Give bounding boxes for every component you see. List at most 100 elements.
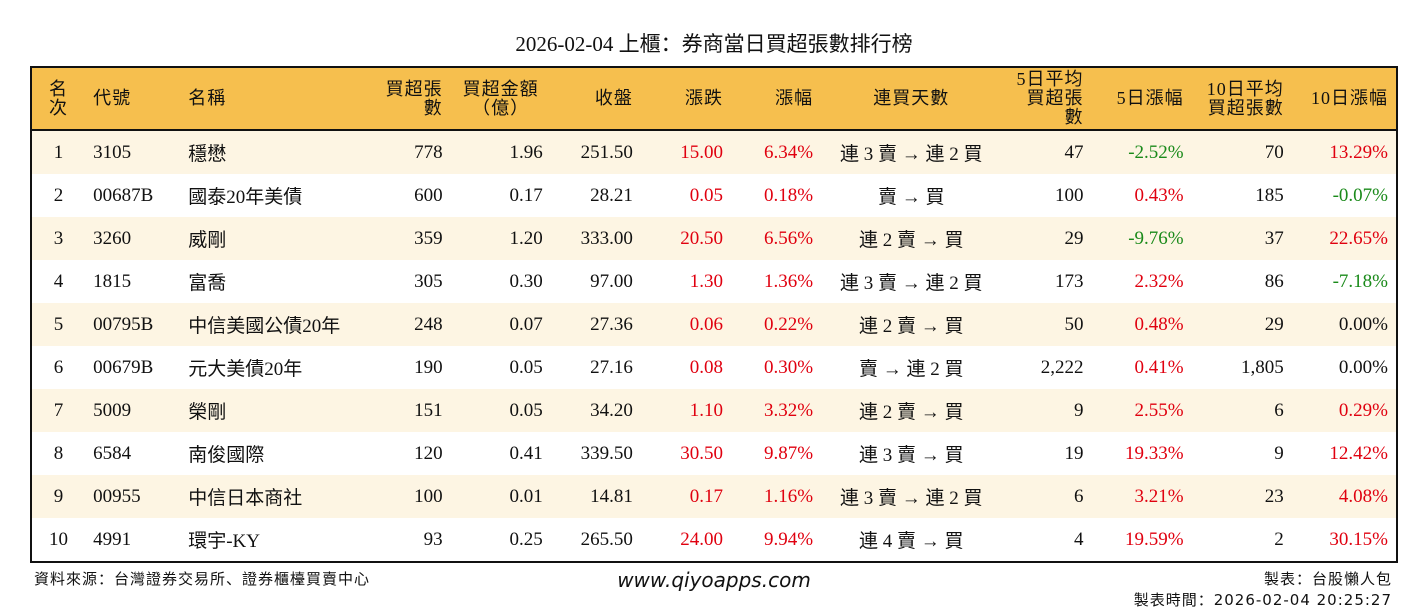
cell-net-buy-amount: 0.01 [450,475,551,518]
cell-change: 0.06 [640,303,731,346]
cell-pct10: 22.65% [1291,217,1397,260]
header-net-buy-lots: 買超張數 [360,67,451,131]
cell-name: 穩懋 [180,130,361,174]
cell-streak: 賣 → 買 [877,187,945,208]
cell-rank: 5 [31,303,86,346]
cell-pct5: 0.43% [1134,184,1184,206]
header-avg5-lots: 5日平均 買超張數 [1001,67,1092,131]
cell-streak: 連 3 賣 → 連 2 買 [839,273,983,294]
cell-rank: 1 [31,130,86,174]
cell-streak: 連 4 賣 → 買 [858,531,964,552]
cell-close: 27.16 [590,356,633,378]
cell-change-pct: 1.16% [730,475,822,518]
ranking-table: 名次 代號 名稱 買超張數 買超金額 （億） 收盤 漲跌 漲幅 連買天數 5日平均 買超張數 5日漲… [30,66,1398,563]
cell-avg10-lots: 9 [1274,442,1284,464]
cell-change: 1.10 [640,389,731,432]
table-row[interactable]: 9 00955 中信日本商社 100 0.01 14.81 0.17 1.16% 連 3 賣 →… [31,475,1397,518]
cell-avg10-lots: 1,805 [1241,356,1284,378]
cell-code: 00679B [93,356,154,378]
cell-streak: 連 2 賣 → 買 [821,389,1002,432]
cell-close: 97.00 [590,270,633,292]
header-rank: 名次 [31,67,86,131]
cell-net-buy-lots: 778 [360,130,451,174]
cell-avg10-lots: 23 [1191,475,1292,518]
table-row[interactable]: 2 00687B 國泰20年美債 600 0.17 28.21 0.05 0.18% 賣 → 買… [31,174,1397,217]
cell-name: 環宇-KY [188,531,260,552]
cell-code: 4991 [93,528,132,550]
cell-avg5-lots: 4 [1073,528,1084,550]
cell-change: 0.08 [689,356,723,378]
header-code: 代號 [85,67,181,131]
cell-change: 1.30 [689,270,723,292]
cell-name: 元大美債20年 [188,359,303,380]
cell-close: 333.00 [550,217,641,260]
cell-net-buy-lots: 151 [360,389,451,432]
cell-avg5-lots: 6 [1001,475,1092,518]
cell-avg10-lots: 29 [1191,303,1292,346]
table-row[interactable]: 10 4991 環宇-KY 93 0.25 265.50 24.00 9.94% 連 4 賣 →… [31,518,1397,562]
cell-avg5-lots: 9 [1001,389,1092,432]
header-pct5: 5日漲幅 [1091,67,1192,131]
cell-pct10: -0.07% [1332,184,1388,206]
cell-pct10: 13.29% [1291,130,1397,174]
cell-pct10: 0.00% [1291,303,1397,346]
table-row[interactable]: 4 1815 富喬 305 0.30 97.00 1.30 1.36% 連 3 賣 → 連 2 … [31,260,1397,303]
cell-close: 251.50 [550,130,641,174]
cell-avg5-lots: 19 [1064,442,1084,464]
cell-net-buy-amount: 0.05 [509,356,543,378]
cell-change-pct: 1.36% [764,270,814,292]
cell-pct10: 0.29% [1291,389,1397,432]
cell-avg5-lots: 29 [1001,217,1092,260]
table-row[interactable]: 1 3105 穩懋 778 1.96 251.50 15.00 6.34% 連 3 賣 → 連 … [31,130,1397,174]
cell-change-pct: 6.34% [730,130,822,174]
cell-net-buy-lots: 100 [360,475,451,518]
cell-pct5: 2.55% [1091,389,1192,432]
cell-streak: 連 2 賣 → 買 [821,303,1002,346]
cell-name: 榮剛 [180,389,361,432]
cell-streak: 連 2 賣 → 買 [821,217,1002,260]
cell-rank: 9 [31,475,86,518]
cell-pct10: 12.42% [1329,442,1388,464]
table-row[interactable]: 6 00679B 元大美債20年 190 0.05 27.16 0.08 0.30% 賣 → 連… [31,346,1397,389]
cell-name: 國泰20年美債 [188,187,303,208]
cell-net-buy-amount: 0.30 [509,270,543,292]
cell-net-buy-lots: 600 [414,184,443,206]
header-streak: 連買天數 [821,67,1002,131]
cell-close: 339.50 [580,442,633,464]
header-change-pct: 漲幅 [730,67,822,131]
cell-change-pct: 0.22% [730,303,822,346]
cell-avg10-lots: 70 [1191,130,1292,174]
header-net-buy-amount: 買超金額 （億） [450,67,551,131]
cell-streak: 連 3 賣 → 連 2 買 [821,130,1002,174]
cell-code: 1815 [93,270,132,292]
cell-pct10: 30.15% [1329,528,1388,550]
cell-rank: 4 [53,270,64,292]
table-header: 名次 代號 名稱 買超張數 買超金額 （億） 收盤 漲跌 漲幅 連買天數 5日平均 買超張數 5日漲… [31,67,1397,131]
cell-change-pct: 9.87% [764,442,814,464]
table-row[interactable]: 7 5009 榮剛 151 0.05 34.20 1.10 3.32% 連 2 賣 → 買 9 2.… [31,389,1397,432]
cell-pct5: -2.52% [1091,130,1192,174]
cell-close: 27.36 [550,303,641,346]
website-link[interactable]: www.qiyoapps.com [617,568,811,592]
table-row[interactable]: 5 00795B 中信美國公債20年 248 0.07 27.36 0.06 0.22% 連 2… [31,303,1397,346]
cell-pct5: 2.32% [1134,270,1184,292]
cell-rank: 6 [53,356,64,378]
cell-change-pct: 9.94% [764,528,814,550]
cell-close: 28.21 [590,184,633,206]
cell-avg10-lots: 2 [1274,528,1284,550]
cell-close: 34.20 [550,389,641,432]
cell-streak: 連 3 賣 → 連 2 買 [821,475,1002,518]
cell-pct5: 19.33% [1125,442,1184,464]
cell-avg5-lots: 50 [1001,303,1092,346]
cell-code: 3105 [85,130,181,174]
cell-pct5: 0.48% [1091,303,1192,346]
cell-net-buy-lots: 120 [414,442,443,464]
cell-avg5-lots: 100 [1054,184,1084,206]
cell-net-buy-amount: 0.05 [450,389,551,432]
cell-streak: 連 3 賣 → 買 [858,445,964,466]
generated-time: 製表時間：2026-02-04 20:25:27 [1133,591,1392,609]
cell-net-buy-amount: 0.17 [509,184,543,206]
table-row[interactable]: 8 6584 南俊國際 120 0.41 339.50 30.50 9.87% 連 3 賣 → … [31,432,1397,475]
header-change: 漲跌 [640,67,731,131]
